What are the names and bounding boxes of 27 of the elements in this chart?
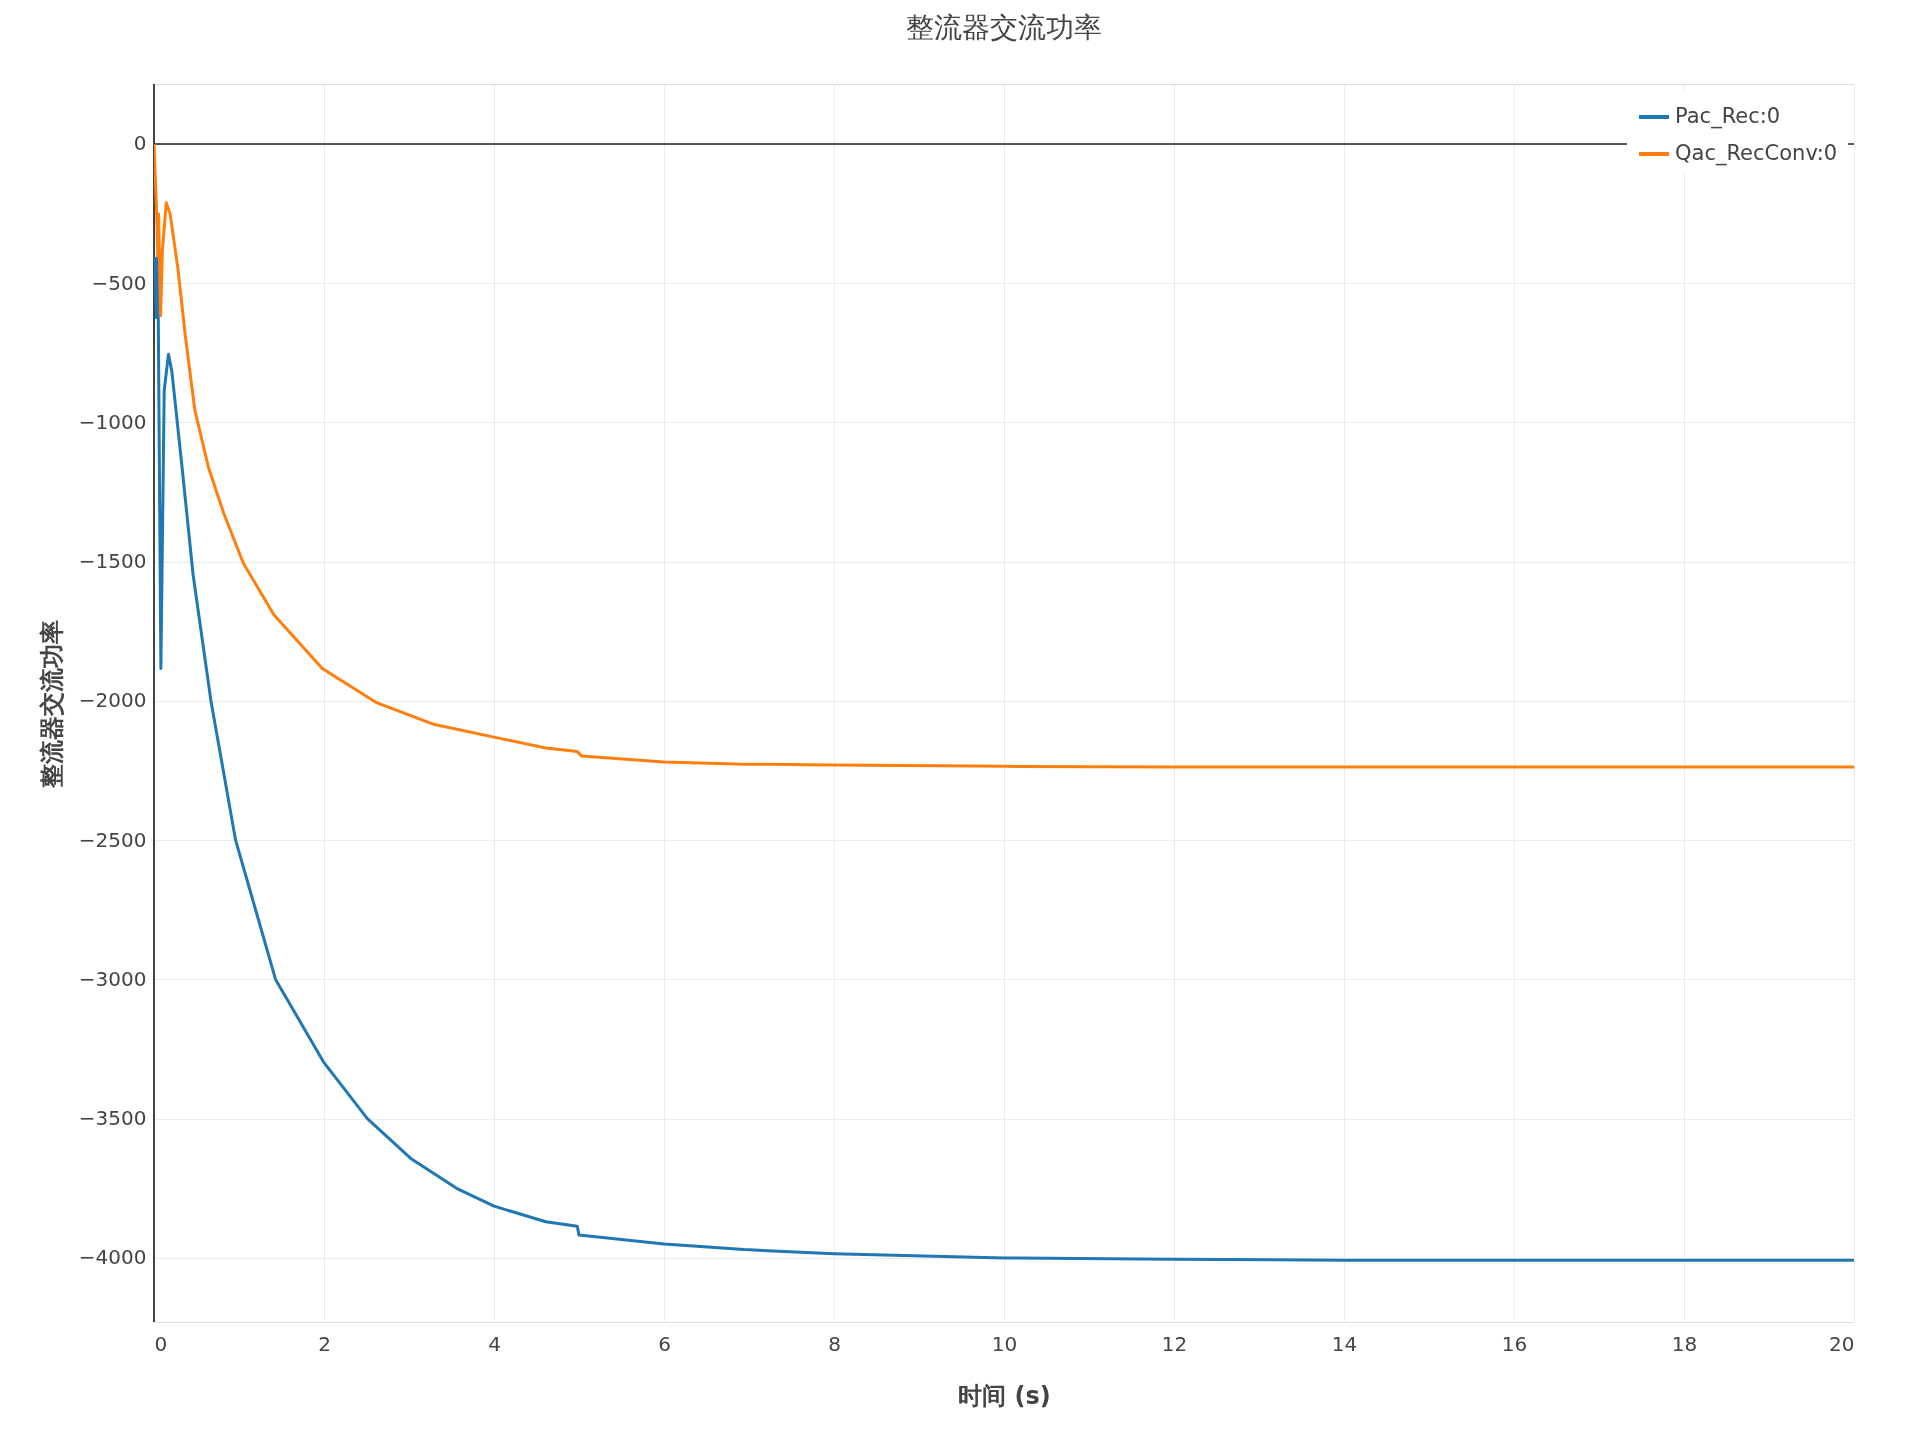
x-tick-label: 2: [318, 1331, 331, 1356]
x-tick-label: 12: [1161, 1331, 1188, 1356]
x-tick-label: 14: [1331, 1331, 1358, 1356]
x-tick-label: 6: [658, 1331, 671, 1356]
x-axis-title: 时间 (s): [958, 1381, 1051, 1410]
x-tick-label: 0: [154, 1331, 168, 1356]
y-tick-label: −2000: [78, 688, 147, 713]
line-series: [154, 142, 1854, 769]
legend-label: Qac_RecConv:0: [1675, 141, 1838, 166]
y-tick-label: −3000: [78, 966, 147, 991]
chart-title: 整流器交流功率: [906, 11, 1102, 44]
y-tick-label: 0: [133, 131, 147, 156]
x-tick-label: 16: [1501, 1331, 1528, 1356]
x-tick-label: 18: [1671, 1331, 1698, 1356]
line-series: [154, 254, 1854, 1262]
y-tick-label: −1000: [78, 409, 147, 434]
y-tick-label: −1500: [78, 549, 147, 574]
x-tick-label: 10: [991, 1331, 1018, 1356]
y-tick-label: −3500: [78, 1106, 147, 1131]
legend-label: Pac_Rec:0: [1675, 104, 1781, 129]
y-tick-label: −4000: [78, 1245, 147, 1270]
x-tick-label: 4: [488, 1331, 501, 1356]
x-tick-label: 20: [1829, 1331, 1855, 1356]
y-tick-label: −2500: [78, 827, 147, 852]
y-axis-title: 整流器交流功率: [37, 619, 66, 789]
y-tick-label: −500: [91, 270, 147, 295]
x-tick-label: 8: [828, 1331, 841, 1356]
